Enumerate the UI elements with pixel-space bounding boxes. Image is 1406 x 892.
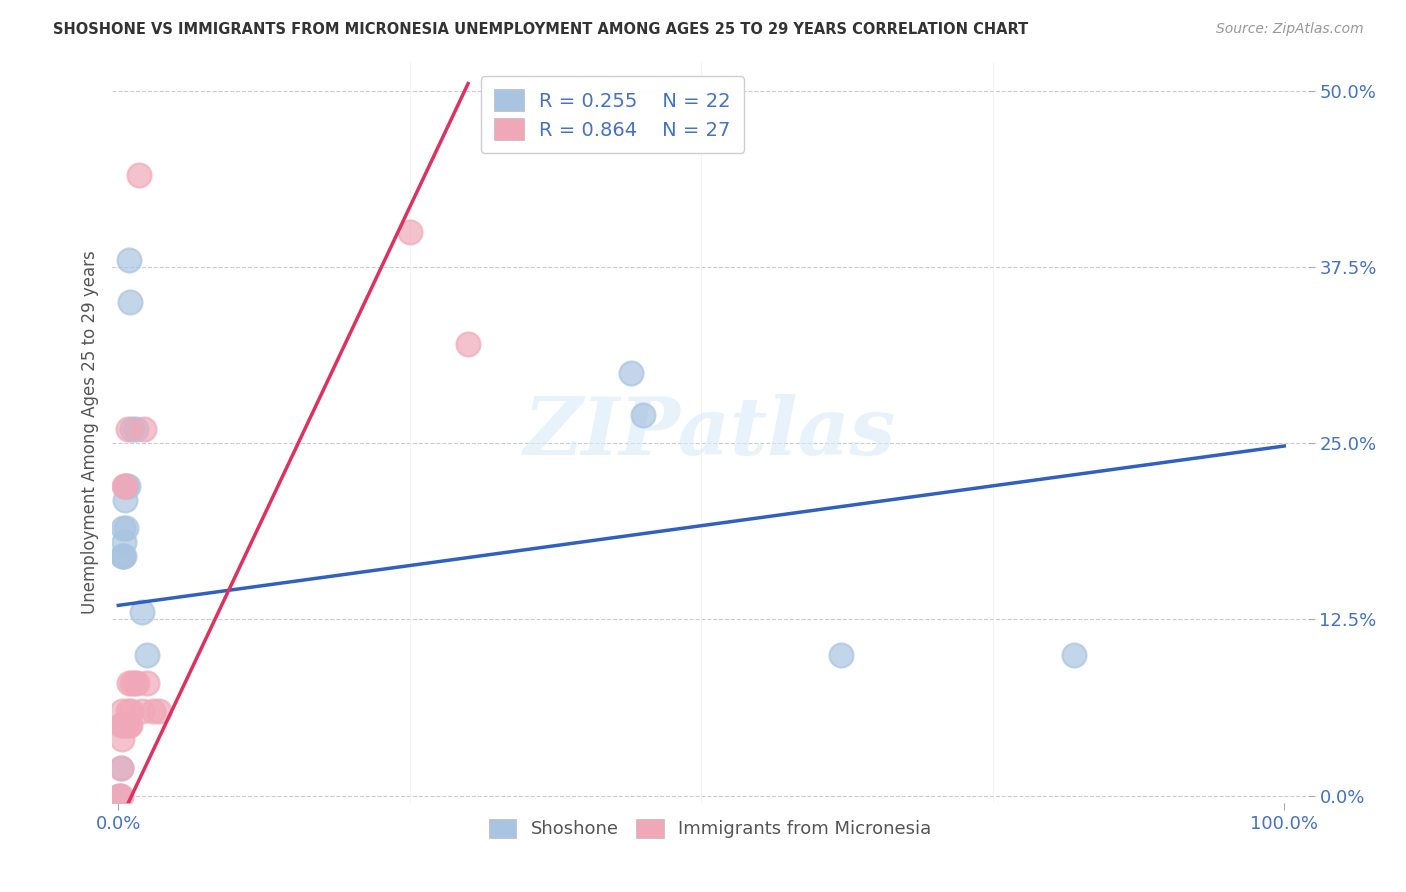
Y-axis label: Unemployment Among Ages 25 to 29 years: Unemployment Among Ages 25 to 29 years — [80, 251, 98, 615]
Point — [115, 478, 138, 492]
Point — [117, 704, 139, 718]
Point — [125, 676, 148, 690]
Point — [124, 676, 146, 690]
Point — [112, 718, 135, 732]
Point — [110, 760, 132, 774]
Text: SHOSHONE VS IMMIGRANTS FROM MICRONESIA UNEMPLOYMENT AMONG AGES 25 TO 29 YEARS CO: SHOSHONE VS IMMIGRANTS FROM MICRONESIA U… — [53, 22, 1029, 37]
Point — [142, 704, 165, 718]
Point — [620, 366, 643, 380]
Point — [1063, 648, 1085, 662]
Point — [111, 732, 134, 747]
Point — [108, 789, 131, 803]
Point — [136, 676, 159, 690]
Text: Source: ZipAtlas.com: Source: ZipAtlas.com — [1216, 22, 1364, 37]
Point — [118, 718, 141, 732]
Point — [112, 478, 135, 492]
Legend: Shoshone, Immigrants from Micronesia: Shoshone, Immigrants from Micronesia — [478, 808, 942, 849]
Point — [148, 704, 170, 718]
Point — [128, 168, 150, 182]
Point — [111, 549, 134, 563]
Point — [830, 648, 852, 662]
Point — [398, 225, 420, 239]
Point — [136, 648, 159, 662]
Point — [120, 704, 142, 718]
Point — [118, 676, 141, 690]
Point — [118, 252, 141, 267]
Point — [108, 789, 131, 803]
Point — [115, 718, 138, 732]
Point — [117, 478, 139, 492]
Point — [112, 535, 135, 549]
Point — [118, 718, 141, 732]
Text: ZIPatlas: ZIPatlas — [524, 394, 896, 471]
Point — [111, 718, 134, 732]
Point — [114, 478, 136, 492]
Point — [110, 789, 132, 803]
Point — [125, 422, 148, 436]
Point — [132, 422, 155, 436]
Point — [112, 549, 135, 563]
Point — [121, 676, 143, 690]
Point — [131, 704, 153, 718]
Point — [110, 718, 132, 732]
Point — [111, 549, 134, 563]
Point — [111, 521, 134, 535]
Point — [111, 704, 134, 718]
Point — [114, 492, 136, 507]
Point — [121, 422, 143, 436]
Point — [115, 521, 138, 535]
Point — [117, 422, 139, 436]
Point — [110, 760, 132, 774]
Point — [457, 337, 479, 351]
Point — [131, 606, 153, 620]
Point — [118, 295, 141, 310]
Point — [631, 408, 654, 422]
